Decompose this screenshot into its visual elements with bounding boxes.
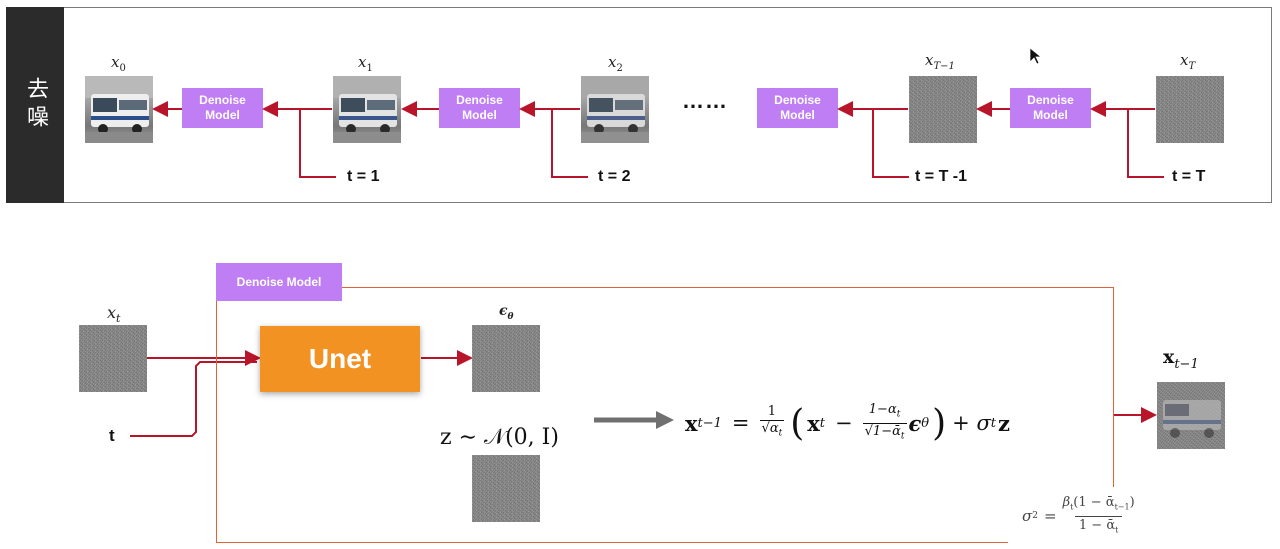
noise-image-xt (79, 325, 147, 392)
unet-block: Unet (260, 326, 420, 392)
timestep-label-4: t = T (1172, 168, 1206, 185)
xT-label: xT (1180, 51, 1196, 72)
epsilon-label: ϵθ (499, 303, 514, 322)
denoise-model-box-4: Denoise Model (1010, 88, 1091, 128)
denoise-model-box-2: Denoise Model (439, 88, 520, 128)
noise-image-z (472, 455, 540, 522)
denoise-model-box-3: Denoise Model (757, 88, 838, 128)
denoise-model-detail-frame (216, 287, 1114, 543)
noise-image-epsilon (472, 325, 540, 392)
x-t-minus-1-label: xt−1 (1163, 346, 1199, 372)
bus-image-x1 (333, 76, 401, 143)
x0-label: x0 (111, 53, 126, 74)
timestep-label-3: t = T -1 (915, 168, 968, 185)
noisy-bus-image-output (1157, 382, 1225, 449)
bus-image-x2 (581, 76, 649, 143)
bus-image-x0 (85, 76, 153, 143)
noise-image-xT-1 (909, 76, 977, 143)
x1-label: x1 (358, 53, 373, 74)
ellipsis: …… (682, 88, 728, 113)
denoise-model-box-1: Denoise Model (182, 88, 263, 128)
xt-label: xt (107, 303, 121, 326)
side-label-bar: 去噪 (6, 7, 64, 203)
side-label: 去噪 (23, 77, 48, 133)
noise-image-xT (1156, 76, 1224, 143)
timestep-label-2: t = 2 (598, 168, 631, 185)
timestep-label-1: t = 1 (347, 168, 380, 185)
z-distribution-label: z ∼ 𝒩(0, I) (440, 425, 559, 450)
denoise-model-tab: Denoise Model (216, 263, 342, 301)
xT-1-label: xT−1 (925, 51, 955, 72)
x2-label: x2 (608, 53, 623, 74)
t-input-label: t (109, 426, 115, 445)
